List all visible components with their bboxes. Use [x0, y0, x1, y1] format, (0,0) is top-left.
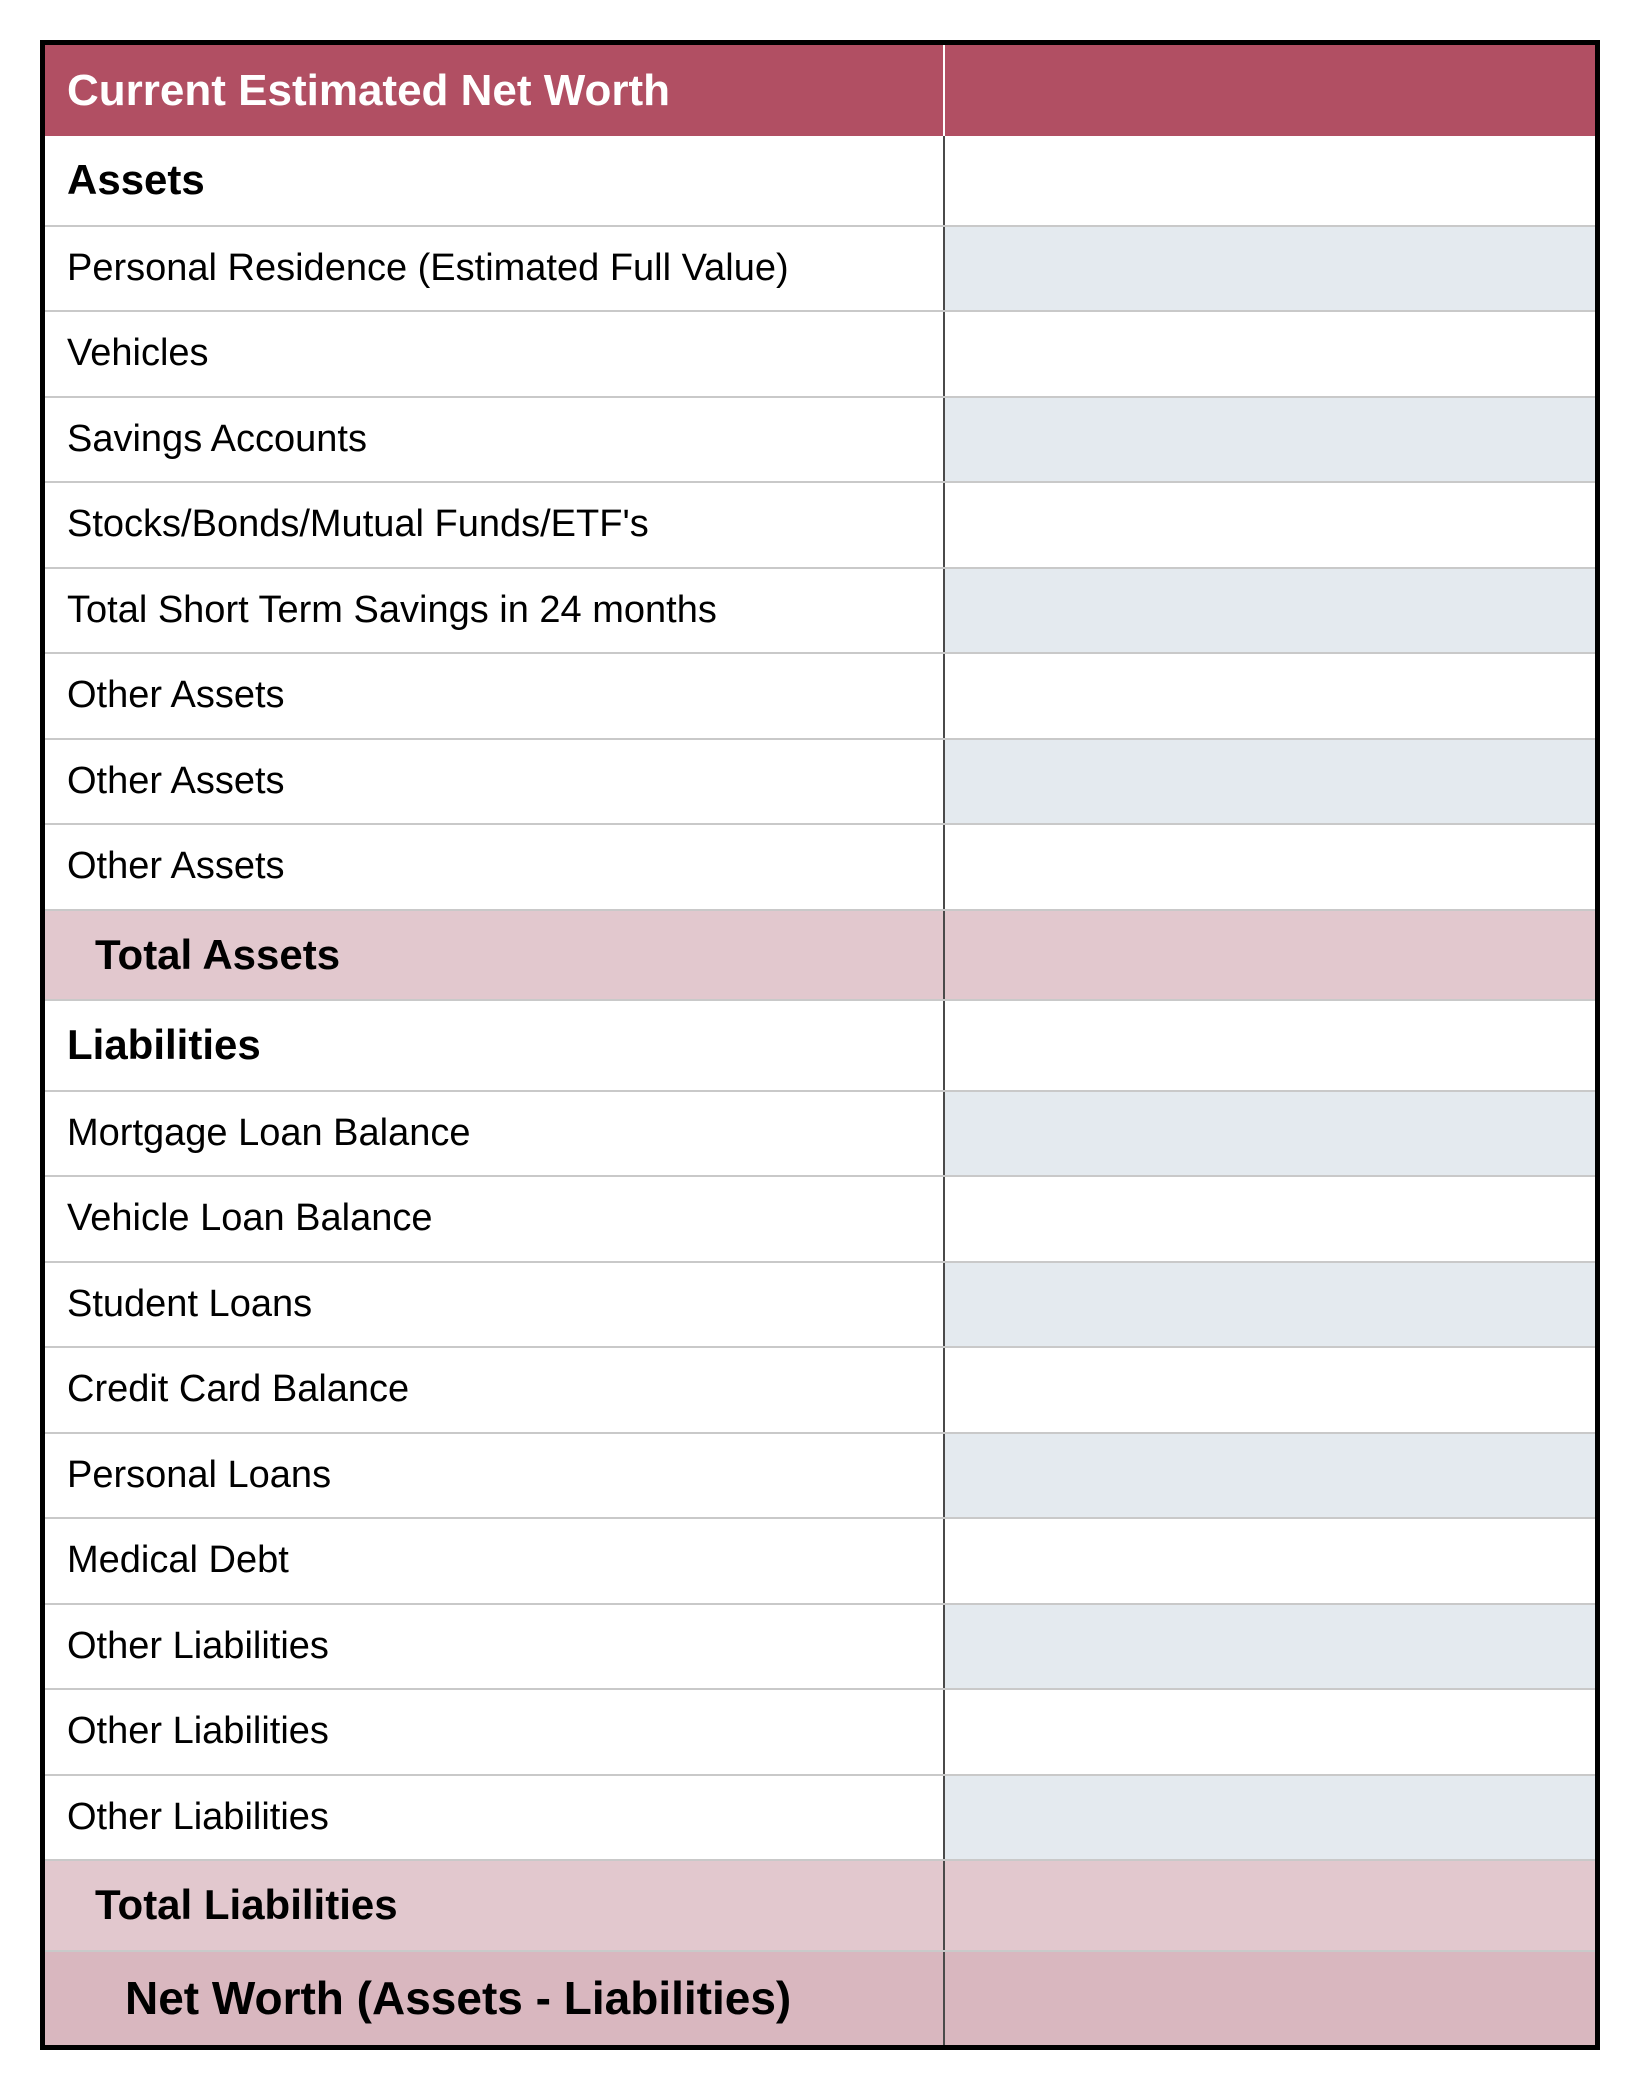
row-label: Mortgage Loan Balance: [45, 1091, 944, 1177]
row-value[interactable]: [944, 1347, 1595, 1433]
table-row: Medical Debt: [45, 1518, 1595, 1604]
row-value[interactable]: [944, 653, 1595, 739]
row-value[interactable]: [944, 1604, 1595, 1690]
row-label: Assets: [45, 136, 944, 226]
row-label: Net Worth (Assets - Liabilities): [45, 1951, 944, 2046]
row-label: Other Liabilities: [45, 1775, 944, 1861]
table-row: Other Liabilities: [45, 1775, 1595, 1861]
row-label: Vehicles: [45, 311, 944, 397]
row-value[interactable]: [944, 1091, 1595, 1177]
row-label: Student Loans: [45, 1262, 944, 1348]
table-row: Personal Loans: [45, 1433, 1595, 1519]
row-label: Total Liabilities: [45, 1860, 944, 1951]
table-row: Other Assets: [45, 653, 1595, 739]
row-value[interactable]: [944, 1775, 1595, 1861]
row-label: Personal Loans: [45, 1433, 944, 1519]
row-value[interactable]: [944, 739, 1595, 825]
row-value[interactable]: [944, 568, 1595, 654]
table-row: Vehicle Loan Balance: [45, 1176, 1595, 1262]
table-row: Other Liabilities: [45, 1689, 1595, 1775]
table-row: Liabilities: [45, 1000, 1595, 1091]
row-label: Other Liabilities: [45, 1604, 944, 1690]
row-value[interactable]: [944, 1951, 1595, 2046]
row-label: Other Assets: [45, 653, 944, 739]
row-label: Other Assets: [45, 824, 944, 910]
row-value[interactable]: [944, 910, 1595, 1001]
table-row: Vehicles: [45, 311, 1595, 397]
row-value[interactable]: [944, 1262, 1595, 1348]
table-row: Stocks/Bonds/Mutual Funds/ETF's: [45, 482, 1595, 568]
row-value[interactable]: [944, 1000, 1595, 1091]
row-label: Other Assets: [45, 739, 944, 825]
row-value[interactable]: [944, 1689, 1595, 1775]
table-row: Total Short Term Savings in 24 months: [45, 568, 1595, 654]
row-label: Liabilities: [45, 1000, 944, 1091]
table-row: Total Liabilities: [45, 1860, 1595, 1951]
row-value[interactable]: [944, 1860, 1595, 1951]
row-value[interactable]: [944, 136, 1595, 226]
row-value[interactable]: [944, 824, 1595, 910]
table-row: Other Assets: [45, 824, 1595, 910]
row-value[interactable]: [944, 1518, 1595, 1604]
table-row: Personal Residence (Estimated Full Value…: [45, 226, 1595, 312]
table-row: Savings Accounts: [45, 397, 1595, 483]
row-label: Medical Debt: [45, 1518, 944, 1604]
row-label: Total Assets: [45, 910, 944, 1001]
row-label: Credit Card Balance: [45, 1347, 944, 1433]
row-label: Savings Accounts: [45, 397, 944, 483]
table-row: Other Liabilities: [45, 1604, 1595, 1690]
table-header-row: Current Estimated Net Worth: [45, 45, 1595, 136]
row-label: Stocks/Bonds/Mutual Funds/ETF's: [45, 482, 944, 568]
row-value[interactable]: [944, 226, 1595, 312]
table-header-label: Current Estimated Net Worth: [45, 45, 944, 136]
table-row: Mortgage Loan Balance: [45, 1091, 1595, 1177]
table-row: Total Assets: [45, 910, 1595, 1001]
row-value[interactable]: [944, 1433, 1595, 1519]
row-label: Total Short Term Savings in 24 months: [45, 568, 944, 654]
table-header-value: [944, 45, 1595, 136]
row-value[interactable]: [944, 1176, 1595, 1262]
table-row: Credit Card Balance: [45, 1347, 1595, 1433]
row-value[interactable]: [944, 397, 1595, 483]
row-value[interactable]: [944, 311, 1595, 397]
table-row: Net Worth (Assets - Liabilities): [45, 1951, 1595, 2046]
net-worth-table-grid: Current Estimated Net WorthAssetsPersona…: [45, 45, 1595, 2045]
row-value[interactable]: [944, 482, 1595, 568]
table-row: Assets: [45, 136, 1595, 226]
table-row: Student Loans: [45, 1262, 1595, 1348]
row-label: Vehicle Loan Balance: [45, 1176, 944, 1262]
row-label: Personal Residence (Estimated Full Value…: [45, 226, 944, 312]
table-row: Other Assets: [45, 739, 1595, 825]
net-worth-table: Current Estimated Net WorthAssetsPersona…: [40, 40, 1600, 2050]
row-label: Other Liabilities: [45, 1689, 944, 1775]
